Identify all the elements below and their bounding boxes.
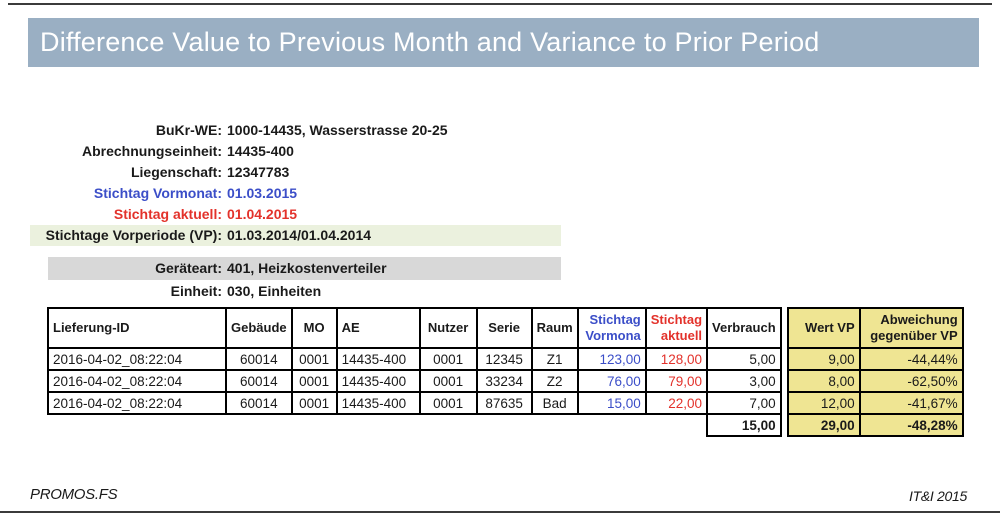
col-header-stichtag-aktuell: Stichtag aktuell <box>644 307 709 349</box>
header-row: Lieferung-ID Gebäude MO AE Nutzer Serie … <box>47 307 782 349</box>
table-row: 9,00 -44,44% <box>786 347 964 371</box>
table-cell: 14435-400 <box>335 391 421 415</box>
table-cell: 128,00 <box>644 347 709 371</box>
col-header-raum: Raum <box>530 307 579 349</box>
total-row: 15,00 <box>48 413 782 437</box>
table-cell: 14435-400 <box>335 369 421 393</box>
bottom-divider <box>0 511 1000 513</box>
total-row: 29,00 -48,28% <box>786 413 964 437</box>
info-label: Stichtag aktuell: <box>113 206 222 222</box>
table-row: 2016-04-02_08:22:04 60014 0001 14435-400… <box>47 369 782 393</box>
info-row-stichtag-aktuell: Stichtag aktuell: 01.04.2015 <box>30 204 561 225</box>
table-cell: 123,00 <box>576 347 647 371</box>
table-cell: -62,50% <box>858 369 964 393</box>
table-cell: 5,00 <box>706 347 782 371</box>
info-value: 01.03.2015 <box>227 185 298 201</box>
total-row-spacer <box>48 414 707 436</box>
info-value: 01.04.2015 <box>227 206 298 222</box>
table-cell: 2016-04-02_08:22:04 <box>47 369 227 393</box>
total-verbrauch: 15,00 <box>706 413 782 437</box>
col-header-abweichung-vp: Abweichung gegenüber VP <box>858 307 964 349</box>
device-row-geraeteart: Geräteart: 401, Heizkostenverteiler <box>30 257 561 280</box>
table-cell: 0001 <box>290 391 338 415</box>
info-value: 14435-400 <box>227 143 294 159</box>
info-label: Stichtag Vormonat: <box>93 185 222 201</box>
info-label: Abrechnungseinheit: <box>81 143 222 159</box>
info-row-liegenschaft: Liegenschaft: 12347783 <box>30 162 561 183</box>
device-block: Geräteart: 401, Heizkostenverteiler Einh… <box>30 257 561 303</box>
info-label: Stichtage Vorperiode (VP): <box>45 227 222 243</box>
table-cell: 3,00 <box>706 369 782 393</box>
page-title: Difference Value to Previous Month and V… <box>40 27 820 57</box>
table-cell: 14435-400 <box>335 347 421 371</box>
device-row-einheit: Einheit: 030, Einheiten <box>30 280 561 303</box>
table-cell: 7,00 <box>706 391 782 415</box>
table-cell: 0001 <box>418 391 478 415</box>
col-header-nutzer: Nutzer <box>418 307 478 349</box>
top-divider <box>8 3 992 5</box>
info-row-bukr-we: BuKr-WE: 1000-14435, Wasserstrasse 20-25 <box>30 120 561 141</box>
info-row-stichtage-vorperiode: Stichtage Vorperiode (VP): 01.03.2014/01… <box>30 225 561 246</box>
col-header-stichtag-vormonat: Stichtag Vormona <box>576 307 647 349</box>
table-cell: 0001 <box>418 347 478 371</box>
info-value: 12347783 <box>227 164 290 180</box>
col-header-ae: AE <box>335 307 421 349</box>
table-cell: 33234 <box>475 369 533 393</box>
table-cell: 60014 <box>225 391 293 415</box>
table-cell: 22,00 <box>644 391 709 415</box>
table-cell: 87635 <box>475 391 533 415</box>
col-header-verbrauch: Verbrauch <box>706 307 782 349</box>
vp-comparison-table: Wert VP Abweichung gegenüber VP 9,00 -44,… <box>786 307 964 437</box>
col-header-lieferung-id: Lieferung-ID <box>47 307 227 349</box>
main-table: Lieferung-ID Gebäude MO AE Nutzer Serie … <box>47 307 782 437</box>
table-cell: Z2 <box>530 369 579 393</box>
table-cell: 0001 <box>418 369 478 393</box>
table-row: 8,00 -62,50% <box>786 369 964 393</box>
table-cell: Bad <box>530 391 579 415</box>
table-cell: 15,00 <box>576 391 647 415</box>
device-label: Einheit: <box>170 283 222 299</box>
table-cell: 8,00 <box>786 369 861 393</box>
info-label: Liegenschaft: <box>130 164 222 180</box>
info-label: BuKr-WE: <box>155 122 222 138</box>
total-wert-vp: 29,00 <box>786 413 861 437</box>
footer-brand: PROMOS.FS <box>30 486 118 503</box>
total-abweichung-vp: -48,28% <box>858 413 964 437</box>
table-row: 2016-04-02_08:22:04 60014 0001 14435-400… <box>47 347 782 371</box>
col-header-serie: Serie <box>475 307 533 349</box>
table-row: 2016-04-02_08:22:04 60014 0001 14435-400… <box>47 391 782 415</box>
footer-edition: IT&I 2015 <box>908 488 967 504</box>
col-header-mo: MO <box>290 307 338 349</box>
table-cell: -44,44% <box>858 347 964 371</box>
col-header-gebaeude: Gebäude <box>225 307 293 349</box>
col-header-wert-vp: Wert VP <box>786 307 861 349</box>
table-cell: 12345 <box>475 347 533 371</box>
table-cell: 76,00 <box>576 369 647 393</box>
table-cell: 0001 <box>290 369 338 393</box>
header-row: Wert VP Abweichung gegenüber VP <box>786 307 964 349</box>
table-cell: 60014 <box>225 369 293 393</box>
device-value: 030, Einheiten <box>227 283 322 299</box>
table-cell: 9,00 <box>786 347 861 371</box>
info-row-stichtag-vormonat: Stichtag Vormonat: 01.03.2015 <box>30 183 561 204</box>
info-row-abrechnungseinheit: Abrechnungseinheit: 14435-400 <box>30 141 561 162</box>
table-cell: 60014 <box>225 347 293 371</box>
table-cell: -41,67% <box>858 391 964 415</box>
table-cell: 79,00 <box>644 369 709 393</box>
device-label: Geräteart: <box>155 260 222 276</box>
table-cell: 0001 <box>290 347 338 371</box>
info-block: BuKr-WE: 1000-14435, Wasserstrasse 20-25… <box>30 120 561 246</box>
table-cell: 2016-04-02_08:22:04 <box>47 347 227 371</box>
report-table-area: Lieferung-ID Gebäude MO AE Nutzer Serie … <box>47 307 964 437</box>
table-cell: 12,00 <box>786 391 861 415</box>
info-value: 1000-14435, Wasserstrasse 20-25 <box>227 122 448 138</box>
info-value: 01.03.2014/01.04.2014 <box>227 227 372 243</box>
table-cell: 2016-04-02_08:22:04 <box>47 391 227 415</box>
table-cell: Z1 <box>530 347 579 371</box>
table-row: 12,00 -41,67% <box>786 391 964 415</box>
title-banner: Difference Value to Previous Month and V… <box>28 18 979 67</box>
device-value: 401, Heizkostenverteiler <box>227 260 387 276</box>
